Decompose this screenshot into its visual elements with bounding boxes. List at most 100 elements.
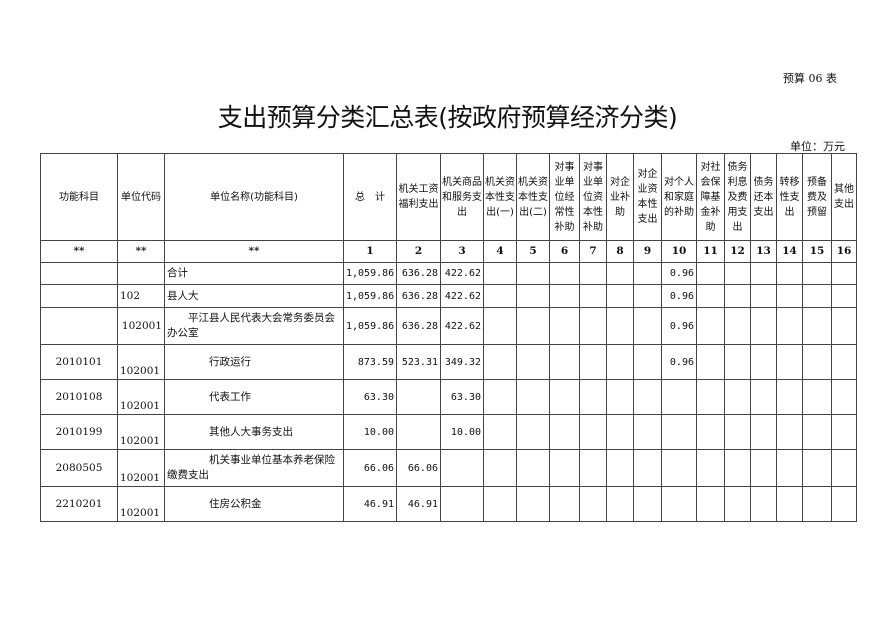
table-row: 102001 平江县人民代表大会常务委员会办公室 1,059.86 636.28…	[40, 307, 857, 345]
household-subsidy-value: 0.96	[661, 262, 697, 285]
empty-cell	[831, 379, 857, 415]
empty-cell	[549, 344, 580, 380]
table-row: 2010108 102001 代表工作 63.30 63.30	[40, 379, 857, 415]
serial-cell: 14	[776, 240, 803, 263]
empty-cell	[724, 486, 751, 522]
serial-cell: 11	[696, 240, 725, 263]
total-value: 1,059.86	[343, 307, 397, 345]
salary-value: 636.28	[396, 284, 441, 308]
empty-cell	[750, 379, 777, 415]
empty-cell	[549, 284, 580, 308]
empty-cell	[696, 307, 725, 345]
empty-cell	[750, 449, 777, 487]
empty-cell	[516, 284, 550, 308]
unit-code: 102001	[117, 344, 165, 380]
total-value: 1,059.86	[343, 262, 397, 285]
column-header: 机关商品和服务支出	[440, 153, 484, 241]
column-header: 对事业单位资本性补助	[579, 153, 607, 241]
table-row: 2210201 102001 住房公积金 46.91 46.91	[40, 486, 857, 522]
empty-cell	[696, 414, 725, 450]
goods-services-value: 349.32	[440, 344, 484, 380]
empty-cell	[831, 449, 857, 487]
unit-name: 其他人大事务支出	[164, 414, 344, 450]
empty-cell	[516, 307, 550, 345]
salary-value: 523.31	[396, 344, 441, 380]
salary-value: 46.91	[396, 486, 441, 522]
empty-cell	[549, 449, 580, 487]
goods-services-value: 422.62	[440, 284, 484, 308]
unit-name: 住房公积金	[164, 486, 344, 522]
empty-cell	[633, 344, 662, 380]
empty-cell	[579, 307, 607, 345]
salary-value: 636.28	[396, 307, 441, 345]
empty-cell	[750, 262, 777, 285]
serial-cell: 5	[516, 240, 550, 263]
empty-cell	[606, 344, 634, 380]
empty-cell	[776, 344, 803, 380]
unit-name: 合计	[164, 262, 344, 285]
empty-cell	[633, 262, 662, 285]
empty-cell	[724, 379, 751, 415]
empty-cell	[483, 344, 517, 380]
empty-cell	[516, 379, 550, 415]
empty-cell	[579, 486, 607, 522]
empty-cell	[483, 414, 517, 450]
empty-cell	[696, 344, 725, 380]
empty-cell	[606, 414, 634, 450]
serial-cell: 2	[396, 240, 441, 263]
serial-cell: 8	[606, 240, 634, 263]
serial-cell: 6	[549, 240, 580, 263]
empty-cell	[831, 486, 857, 522]
form-number: 预算 06 表	[783, 72, 837, 85]
serial-cell: 10	[661, 240, 697, 263]
unit-name: 代表工作	[164, 379, 344, 415]
empty-cell	[802, 414, 832, 450]
column-header: 功能科目	[40, 153, 118, 241]
column-header: 机关工资福利支出	[396, 153, 441, 241]
empty-cell	[483, 486, 517, 522]
empty-cell	[606, 486, 634, 522]
empty-cell	[516, 262, 550, 285]
empty-cell	[483, 284, 517, 308]
empty-cell	[724, 344, 751, 380]
household-subsidy-value	[661, 414, 697, 450]
column-header: 机关资本性支出(二)	[516, 153, 550, 241]
empty-cell	[724, 284, 751, 308]
empty-cell	[831, 414, 857, 450]
empty-cell	[483, 307, 517, 345]
table-row: 102 县人大 1,059.86 636.28 422.62 0.96	[40, 284, 857, 308]
empty-cell	[606, 449, 634, 487]
goods-services-value: 422.62	[440, 262, 484, 285]
function-code: 2210201	[40, 486, 118, 522]
empty-cell	[776, 379, 803, 415]
serial-cell: **	[40, 240, 118, 263]
empty-cell	[750, 486, 777, 522]
total-value: 873.59	[343, 344, 397, 380]
total-value: 66.06	[343, 449, 397, 487]
serial-cell: 13	[750, 240, 777, 263]
total-value: 46.91	[343, 486, 397, 522]
column-header: 转移性支出	[776, 153, 803, 241]
unit-code: 102001	[117, 379, 165, 415]
column-header: 单位代码	[117, 153, 165, 241]
empty-cell	[549, 414, 580, 450]
salary-value: 636.28	[396, 262, 441, 285]
empty-cell	[579, 284, 607, 308]
empty-cell	[776, 307, 803, 345]
household-subsidy-value: 0.96	[661, 344, 697, 380]
table-row: 2010101 102001 行政运行 873.59 523.31 349.32…	[40, 344, 857, 380]
empty-cell	[724, 307, 751, 345]
empty-cell	[750, 414, 777, 450]
column-header: 对企业资本性支出	[633, 153, 662, 241]
column-header: 总 计	[343, 153, 397, 241]
empty-cell	[579, 449, 607, 487]
empty-cell	[802, 284, 832, 308]
empty-cell	[483, 379, 517, 415]
empty-cell	[696, 262, 725, 285]
column-header: 单位名称(功能科目)	[164, 153, 344, 241]
empty-cell	[776, 486, 803, 522]
empty-cell	[802, 344, 832, 380]
empty-cell	[724, 262, 751, 285]
empty-cell	[633, 486, 662, 522]
serial-cell: **	[164, 240, 344, 263]
